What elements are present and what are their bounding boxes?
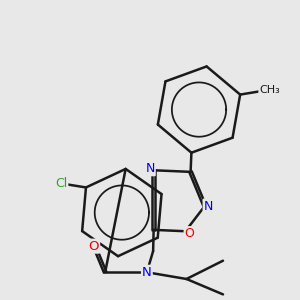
- Text: N: N: [146, 162, 155, 175]
- Text: O: O: [88, 240, 99, 253]
- Text: O: O: [184, 227, 194, 240]
- Text: N: N: [204, 200, 213, 212]
- Text: CH₃: CH₃: [259, 85, 280, 95]
- Text: N: N: [142, 266, 152, 279]
- Text: Cl: Cl: [55, 177, 68, 190]
